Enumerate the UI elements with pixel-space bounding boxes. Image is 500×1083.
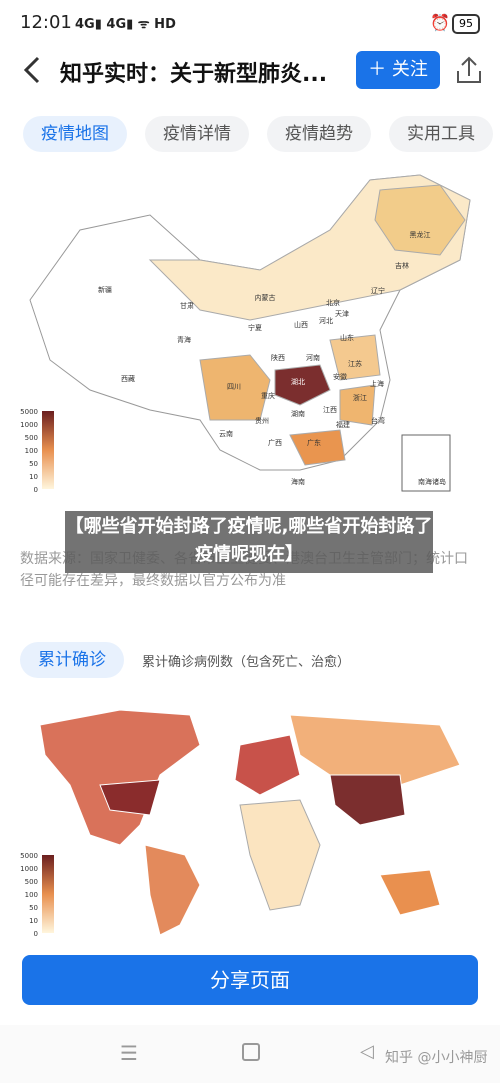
overlay-banner: 【哪些省开始封路了疫情呢,哪些省开始封路了疫情呢现在】 — [65, 511, 433, 573]
status-time: 12:01 — [20, 12, 72, 33]
province-region — [374, 184, 466, 256]
province-label: 辽宁 — [371, 286, 385, 295]
province-label: 黑龙江 — [410, 230, 431, 239]
section-tag: 累计确诊 — [20, 642, 124, 678]
province-label: 广东 — [307, 438, 321, 447]
province-region — [199, 354, 271, 421]
plus-icon: ＋ — [368, 59, 392, 80]
province-region — [339, 384, 376, 426]
country — [329, 774, 406, 826]
province-label: 贵州 — [255, 416, 269, 425]
legend-tick-label: 1000 — [20, 421, 38, 429]
province-label: 河北 — [319, 317, 333, 325]
province-label: 青海 — [177, 335, 191, 344]
tab[interactable]: 疫情详情 — [145, 116, 249, 152]
continent — [234, 734, 301, 796]
legend-tick-label: 5000 — [20, 408, 38, 416]
province-label: 甘肃 — [180, 301, 194, 310]
province-label: 南海诸岛 — [418, 477, 446, 486]
province-label: 广西 — [268, 438, 282, 447]
legend-tick-label: 10 — [29, 473, 38, 481]
legend-tick-label: 5000 — [20, 852, 38, 860]
province-label: 山西 — [294, 320, 308, 329]
province-label: 浙江 — [353, 393, 367, 402]
province-label: 新疆 — [98, 285, 112, 294]
legend-bar — [42, 855, 54, 933]
legend-tick-label: 50 — [29, 904, 38, 912]
watermark: 知乎 @小小神厨 — [385, 1050, 488, 1066]
share-icon[interactable] — [455, 55, 483, 85]
legend-tick-label: 1000 — [20, 865, 38, 873]
province-label: 湖北 — [291, 377, 305, 386]
province-region — [289, 429, 346, 466]
province-label: 四川 — [227, 383, 241, 391]
province-label: 山东 — [340, 333, 354, 342]
legend-tick-label: 0 — [34, 930, 38, 938]
back-button[interactable] — [20, 56, 44, 84]
continent — [144, 844, 201, 936]
page-title: 知乎实时：关于新型肺炎... — [60, 62, 328, 87]
share-page-button[interactable]: 分享页面 — [22, 955, 478, 1005]
province-label: 吉林 — [395, 261, 409, 270]
province-label: 云南 — [219, 429, 233, 438]
province-label: 海南 — [291, 477, 305, 486]
battery: 95 — [452, 14, 480, 34]
province-label: 陕西 — [271, 353, 285, 362]
province-label: 天津 — [335, 310, 349, 318]
province-label: 安徽 — [333, 372, 347, 381]
legend-tick-label: 100 — [25, 891, 38, 899]
continent — [379, 869, 441, 916]
legend-tick-label: 0 — [34, 486, 38, 494]
province-region — [274, 364, 331, 406]
alarm-icon: ⏰ — [430, 13, 450, 32]
province-label: 江西 — [323, 406, 337, 414]
continent — [39, 709, 201, 846]
signal-icons: 4G▮ 4G▮ ᯤ HD — [75, 17, 176, 32]
legend-tick-label: 500 — [25, 434, 38, 442]
home-icon[interactable] — [242, 1043, 260, 1061]
legend-tick-label: 50 — [29, 460, 38, 468]
inset-box — [401, 434, 451, 492]
country — [99, 779, 161, 816]
province-label: 西藏 — [121, 374, 135, 383]
follow-button[interactable]: ＋ 关注 — [356, 51, 440, 89]
province-label: 上海 — [370, 379, 384, 388]
section-description: 累计确诊病例数（包含死亡、治愈） — [142, 655, 351, 670]
legend-bar — [42, 411, 54, 489]
province-label: 内蒙古 — [255, 293, 276, 302]
province-label: 福建 — [336, 420, 350, 429]
province-label: 湖南 — [291, 409, 305, 418]
continent — [239, 799, 321, 911]
tab[interactable]: 疫情地图 — [23, 116, 127, 152]
legend-tick-label: 10 — [29, 917, 38, 925]
legend-tick-label: 500 — [25, 878, 38, 886]
province-region — [329, 334, 381, 381]
tab[interactable]: 实用工具 — [389, 116, 493, 152]
province-label: 河南 — [306, 353, 320, 362]
follow-label: 关注 — [391, 59, 428, 80]
province-label: 重庆 — [261, 391, 275, 400]
nav-bar: ☰ ◁ 知乎 @小小神厨 — [0, 1025, 500, 1083]
province-label: 北京 — [326, 298, 340, 307]
province-label: 江苏 — [348, 359, 362, 368]
back-icon[interactable]: ◁ — [360, 1041, 374, 1062]
province-label: 台湾 — [371, 416, 385, 425]
legend-tick-label: 100 — [25, 447, 38, 455]
province-label: 宁夏 — [248, 323, 262, 332]
tab[interactable]: 疫情趋势 — [267, 116, 371, 152]
menu-icon[interactable]: ☰ — [120, 1041, 138, 1065]
